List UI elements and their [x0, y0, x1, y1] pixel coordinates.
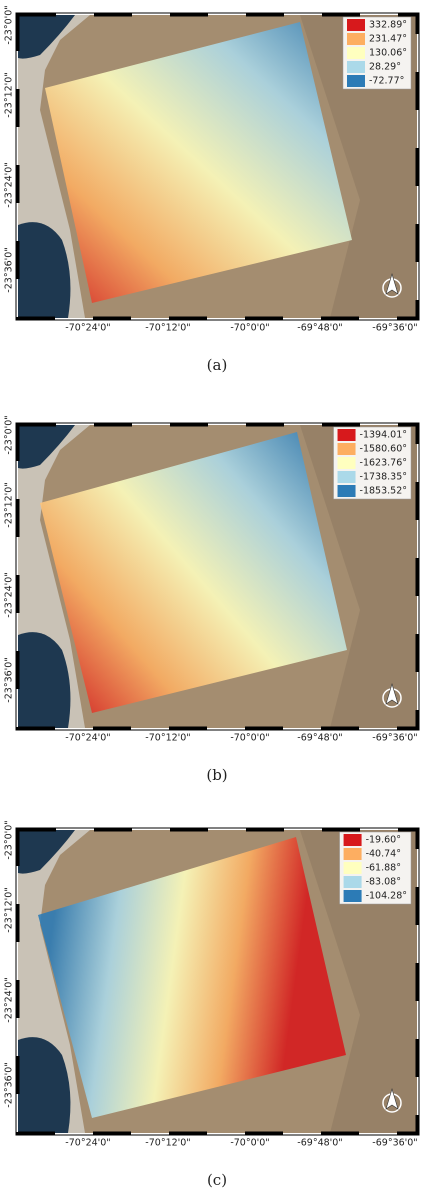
x-tick-label: -70°0'0" [230, 323, 269, 334]
north-arrow [385, 1087, 399, 1110]
legend-swatch [337, 457, 356, 469]
map-panel: 332.89° 231.47° 130.06° 28.29° -72.77° -70°24… [4, 5, 420, 374]
x-tick-label: -69°48'0" [297, 733, 342, 744]
frame-ticks [16, 828, 419, 1135]
legend-swatch [343, 834, 362, 846]
x-tick-label: -70°24'0" [65, 733, 110, 744]
x-tick-label: -70°0'0" [230, 1138, 269, 1149]
legend-label: -1623.76° [360, 458, 407, 469]
legend: 332.89° 231.47° 130.06° 28.29° -72.77° [342, 16, 412, 90]
y-tick-label: -23°24'0" [4, 162, 15, 207]
ocean [18, 1037, 71, 1133]
legend-swatch [343, 862, 362, 874]
x-tick-label: -70°24'0" [65, 1138, 110, 1149]
y-tick-label: -23°36'0" [4, 247, 15, 292]
legend-label: 231.47° [369, 34, 407, 45]
legend-label: -19.60° [366, 835, 401, 846]
caption: (c) [207, 1171, 227, 1189]
y-tick-label: -23°0'0" [4, 415, 15, 454]
terrain [300, 830, 417, 1133]
terrain [300, 15, 417, 318]
frame-ticks [16, 423, 419, 730]
y-tick-label: -23°12'0" [4, 72, 15, 117]
legend-label: 332.89° [369, 20, 407, 31]
frame [15, 12, 420, 321]
legend-swatch [337, 429, 356, 441]
raster-overlay [45, 22, 352, 303]
raster-overlay [38, 837, 346, 1118]
y-tick-label: -23°36'0" [4, 1062, 15, 1107]
frame [15, 422, 420, 731]
y-tick-label: -23°24'0" [4, 572, 15, 617]
legend-label: -61.88° [366, 863, 401, 874]
legend-label: -104.28° [366, 891, 407, 902]
x-tick-label: -69°48'0" [297, 1138, 342, 1149]
y-tick-label: -23°0'0" [4, 820, 15, 859]
legend-swatch [347, 75, 365, 87]
frame [15, 827, 420, 1136]
x-tick-label: -70°12'0" [145, 1138, 190, 1149]
legend-label: -1394.01° [360, 430, 407, 441]
basemap [18, 425, 417, 728]
y-tick-label: -23°12'0" [4, 482, 15, 527]
x-tick-label: -69°36'0" [372, 733, 417, 744]
caption: (a) [207, 356, 228, 374]
ocean [18, 632, 71, 728]
legend-swatch [347, 47, 365, 59]
legend-label: -40.74° [366, 849, 401, 860]
legend-swatch [343, 890, 362, 902]
terrain [300, 425, 417, 728]
frame-ticks [16, 13, 419, 320]
legend-label: -72.77° [369, 76, 404, 87]
map-panel: -19.60° -40.74° -61.88° -83.08° -104.28° -70°… [4, 820, 420, 1189]
raster-overlay [40, 432, 347, 713]
legend-label: -1580.60° [360, 444, 407, 455]
x-tick-label: -69°36'0" [372, 1138, 417, 1149]
y-tick-label: -23°36'0" [4, 657, 15, 702]
ocean [18, 222, 71, 318]
ocean [18, 15, 75, 59]
x-tick-label: -70°24'0" [65, 323, 110, 334]
legend-label: -1853.52° [360, 486, 407, 497]
legend-label: 28.29° [369, 62, 401, 73]
legend-swatch [347, 19, 365, 31]
north-arrow [385, 272, 399, 295]
x-tick-label: -69°36'0" [372, 323, 417, 334]
map-panel: -1394.01° -1580.60° -1623.76° -1738.35° -185… [4, 415, 420, 784]
y-tick-label: -23°24'0" [4, 977, 15, 1022]
x-tick-label: -70°12'0" [145, 733, 190, 744]
legend-swatch [347, 33, 365, 45]
ocean [18, 425, 75, 469]
y-tick-label: -23°0'0" [4, 5, 15, 44]
ocean [18, 830, 75, 874]
legend-swatch [337, 485, 356, 497]
legend-label: 130.06° [369, 48, 407, 59]
legend: -1394.01° -1580.60° -1623.76° -1738.35° -185… [333, 426, 412, 500]
legend-swatch [343, 848, 362, 860]
legend-label: -83.08° [366, 877, 401, 888]
legend-swatch [337, 443, 356, 455]
legend-swatch [337, 471, 356, 483]
legend-label: -1738.35° [360, 472, 407, 483]
x-tick-label: -70°0'0" [230, 733, 269, 744]
y-tick-label: -23°12'0" [4, 887, 15, 932]
legend: -19.60° -40.74° -61.88° -83.08° -104.28° [339, 831, 412, 905]
caption: (b) [206, 766, 227, 784]
legend-swatch [343, 876, 362, 888]
north-arrow [385, 682, 399, 705]
x-tick-label: -69°48'0" [297, 323, 342, 334]
legend-swatch [347, 61, 365, 73]
x-tick-label: -70°12'0" [145, 323, 190, 334]
